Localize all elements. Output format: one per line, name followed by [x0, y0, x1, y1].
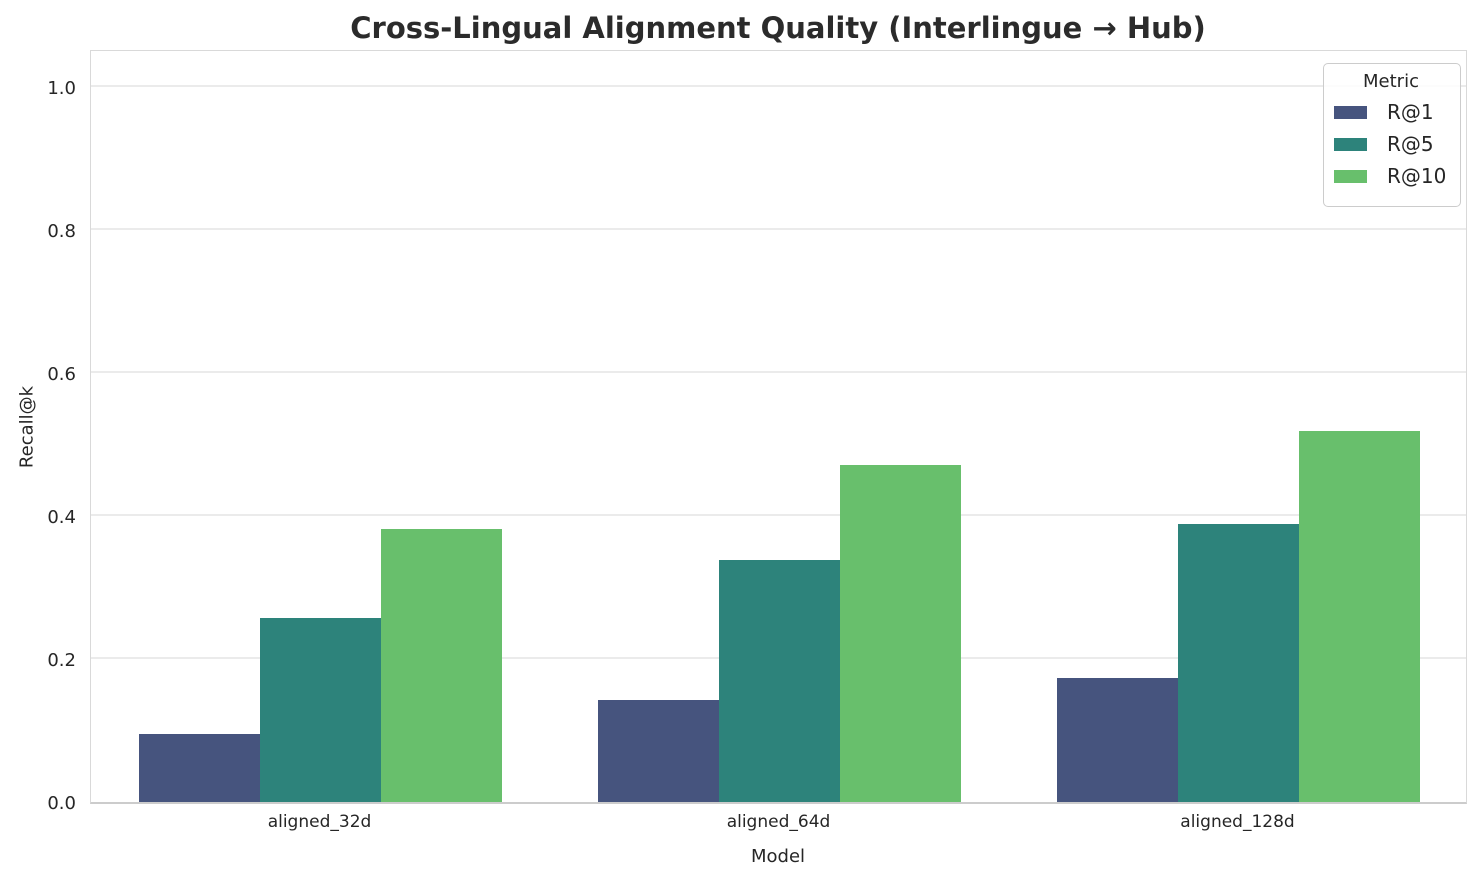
bar-aligned_64d-R@5: [719, 560, 840, 802]
legend-swatch-icon: [1334, 169, 1367, 183]
legend-label: R@5: [1387, 132, 1434, 156]
x-axis-ticks: aligned_32d aligned_64d aligned_128d: [90, 812, 1467, 838]
legend-entries: R@1 R@5 R@10: [1334, 100, 1448, 188]
legend-swatch-icon: [1334, 105, 1367, 119]
gridline-0.8: [91, 228, 1466, 230]
gridline-0.4: [91, 514, 1466, 516]
legend-label: R@1: [1387, 100, 1434, 124]
bar-aligned_128d-R@1: [1057, 678, 1178, 802]
gridline-1: [91, 85, 1466, 87]
x-tick-label-aligned_64d: aligned_64d: [726, 812, 831, 832]
bar-aligned_32d-R@10: [381, 528, 502, 802]
legend: Metric R@1 R@5 R@10: [1323, 63, 1461, 207]
y-axis-ticks: 0.0 0.2 0.4 0.6 0.8 1.0: [0, 50, 76, 814]
plot-area: [90, 50, 1467, 804]
y-tick-label-0.4: 0.4: [47, 506, 76, 528]
chart-title: Cross-Lingual Alignment Quality (Interli…: [350, 11, 1206, 45]
bar-aligned_32d-R@5: [260, 618, 381, 802]
legend-title: Metric: [1363, 71, 1419, 92]
bar-aligned_64d-R@1: [598, 700, 719, 802]
bar-aligned_128d-R@10: [1299, 431, 1420, 802]
bar-aligned_32d-R@1: [139, 734, 260, 802]
y-tick-label-1.0: 1.0: [47, 77, 76, 99]
gridline-0.6: [91, 371, 1466, 373]
legend-entry-R@1: R@1: [1334, 100, 1448, 124]
y-tick-label-0.0: 0.0: [47, 793, 76, 814]
y-tick-label-0.6: 0.6: [47, 363, 76, 385]
legend-entry-R@5: R@5: [1334, 132, 1448, 156]
legend-swatch-icon: [1334, 137, 1367, 151]
legend-entry-R@10: R@10: [1334, 164, 1448, 188]
legend-label: R@10: [1387, 164, 1447, 188]
x-tick-label-aligned_128d: aligned_128d: [1180, 812, 1295, 832]
x-tick-label-aligned_32d: aligned_32d: [267, 812, 372, 832]
y-tick-label-0.8: 0.8: [47, 220, 76, 242]
bar-aligned_128d-R@5: [1178, 523, 1299, 802]
y-tick-label-0.2: 0.2: [47, 649, 76, 671]
x-axis-label: Model: [750, 846, 806, 867]
bar-aligned_64d-R@10: [840, 465, 961, 802]
